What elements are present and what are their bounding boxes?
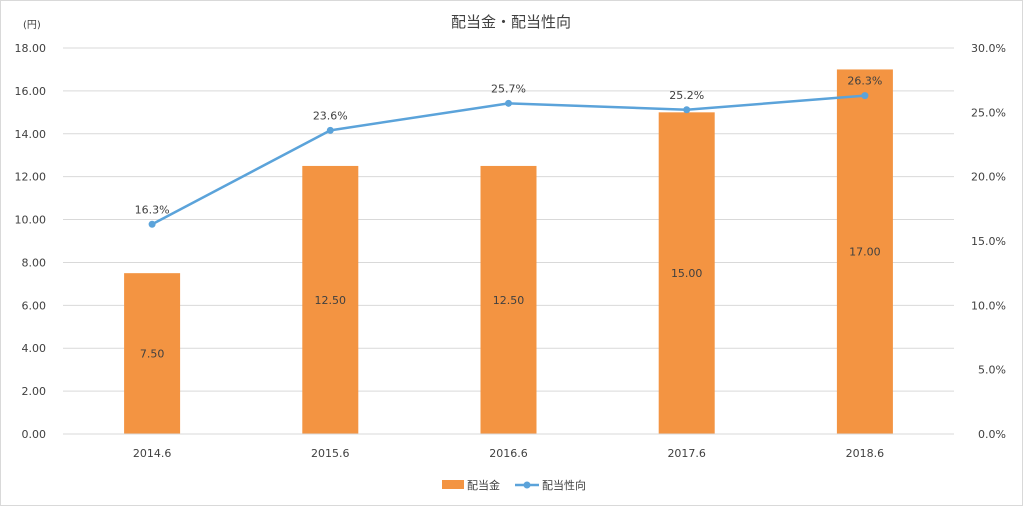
- bar-value-label: 12.50: [315, 294, 347, 307]
- y-right-tick-label: 15.0%: [971, 235, 1006, 248]
- line-point: [505, 99, 512, 107]
- bar-value-label: 15.00: [671, 267, 703, 280]
- y-right-tick-label: 0.0%: [978, 428, 1006, 441]
- y-left-tick-label: 0.00: [22, 428, 47, 441]
- x-tick-label: 2018.6: [846, 447, 885, 460]
- y-left-tick-label: 14.00: [15, 128, 47, 141]
- legend-swatch-bar: [442, 480, 464, 489]
- line-value-label: 23.6%: [313, 109, 348, 122]
- x-tick-label: 2017.6: [667, 447, 706, 460]
- y-right-axis: 0.0% 5.0% 10.0% 15.0% 20.0% 25.0% 30.0%: [971, 42, 1006, 441]
- bar: [480, 165, 537, 434]
- y-right-tick-label: 30.0%: [971, 42, 1006, 55]
- y-left-tick-label: 12.00: [15, 171, 47, 184]
- y-left-tick-label: 8.00: [22, 256, 47, 269]
- line-point: [683, 106, 691, 114]
- x-axis: 2014.6 2015.6 2016.6 2017.6 2018.6: [63, 433, 954, 460]
- line-value-label: 25.2%: [669, 89, 704, 102]
- legend: 配当金 配当性向: [442, 478, 586, 492]
- line-value-label: 25.7%: [491, 82, 526, 95]
- y-right-tick-label: 25.0%: [971, 106, 1006, 119]
- bar-series: 7.50 12.50 12.50 15.00 17.00: [124, 69, 893, 434]
- line-series: 16.3% 23.6% 25.7% 25.2% 26.3%: [135, 75, 882, 228]
- y-left-axis: 0.00 2.00 4.00 6.00 8.00 10.00 12.00 14.00 16.00…: [15, 42, 47, 441]
- line-point: [861, 92, 869, 100]
- line-point: [326, 126, 334, 134]
- chart-title: 配当金・配当性向: [451, 13, 571, 31]
- bar-value-label: 12.50: [493, 294, 525, 307]
- bar: [836, 69, 893, 434]
- y-left-tick-label: 4.00: [22, 342, 47, 355]
- line-value-label: 16.3%: [135, 203, 170, 216]
- y-left-unit-label: (円): [23, 20, 41, 31]
- y-left-tick-label: 18.00: [15, 42, 47, 55]
- line-value-label: 26.3%: [847, 75, 882, 88]
- y-left-tick-label: 10.00: [15, 214, 47, 227]
- bar: [658, 112, 715, 434]
- y-right-tick-label: 5.0%: [978, 364, 1006, 377]
- legend-label: 配当金: [467, 478, 500, 492]
- y-right-tick-label: 10.0%: [971, 299, 1006, 312]
- bar: [124, 273, 181, 434]
- x-tick-label: 2016.6: [489, 447, 528, 460]
- bar-value-label: 17.00: [849, 246, 881, 259]
- y-right-tick-label: 20.0%: [971, 171, 1006, 184]
- x-tick-label: 2015.6: [311, 447, 350, 460]
- legend-label: 配当性向: [542, 478, 586, 492]
- y-left-tick-label: 2.00: [22, 385, 47, 398]
- line-point: [148, 220, 156, 228]
- bar-value-label: 7.50: [140, 348, 165, 361]
- bar: [302, 165, 359, 434]
- y-left-tick-label: 16.00: [15, 85, 47, 98]
- y-left-tick-label: 6.00: [22, 299, 47, 312]
- legend-swatch-marker: [523, 481, 531, 489]
- x-tick-label: 2014.6: [133, 447, 172, 460]
